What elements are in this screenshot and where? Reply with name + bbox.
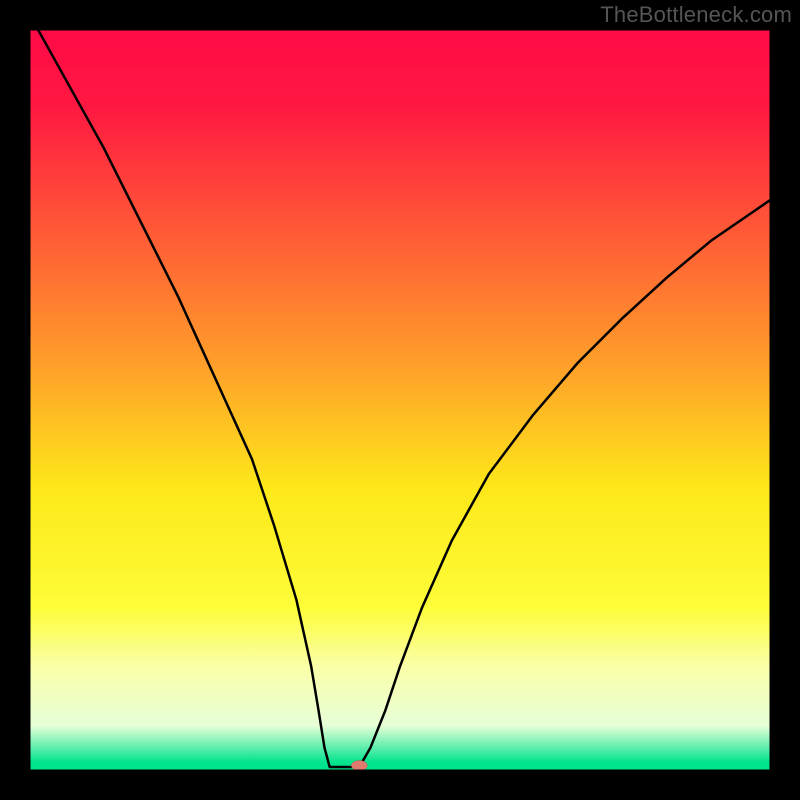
chart-container: TheBottleneck.com: [0, 0, 800, 800]
plot-background: [30, 30, 770, 770]
bottleneck-chart: [0, 0, 800, 800]
optimal-marker: [351, 761, 367, 771]
